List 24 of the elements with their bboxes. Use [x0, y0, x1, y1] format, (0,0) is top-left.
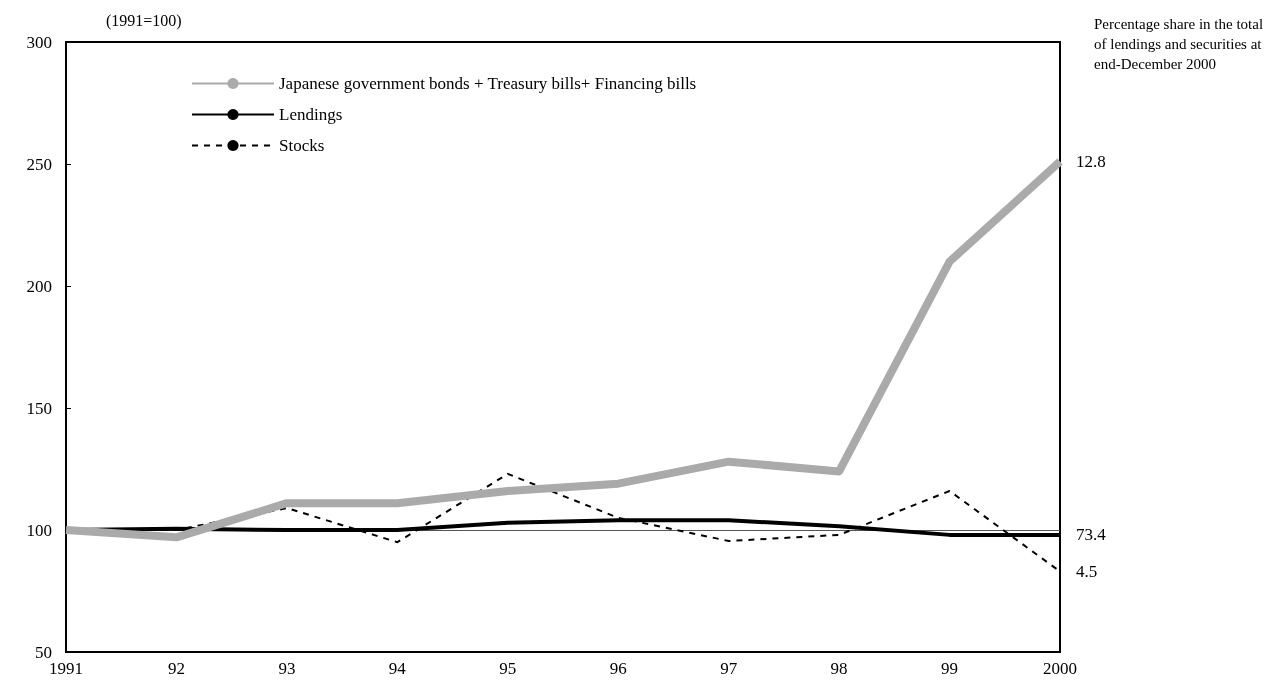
x-tick-label: 98 [830, 659, 848, 678]
annotation: 12.8 [1076, 152, 1106, 172]
legend-label: Japanese government bonds + Treasury bills+ Financing bills [279, 74, 697, 93]
text: Percentage share in the total of lendings and securities at end-December 2000 [1094, 16, 1267, 72]
y-tick-label: 200 [26, 276, 52, 296]
y-tick-label: 300 [26, 32, 52, 52]
x-tick-label: 96 [609, 659, 627, 678]
legend-label: Lendings [279, 105, 343, 124]
y-tick-label: 50 [35, 642, 52, 662]
x-tick-label: 2000 [1043, 659, 1077, 678]
y-tick-label: 150 [26, 398, 52, 418]
x-tick-label: 92 [167, 659, 185, 678]
x-tick-label: 99 [941, 659, 959, 678]
x-tick-label: 97 [720, 659, 738, 678]
annotation: 4.5 [1076, 561, 1098, 581]
legend-label: Stocks [279, 136, 325, 155]
y-tick-label: 100 [26, 520, 52, 540]
x-tick-label: 93 [278, 659, 296, 678]
x-tick-label: 95 [499, 659, 517, 678]
x-tick-label: 1991 [49, 659, 83, 678]
x-tick-label: 94 [388, 659, 407, 678]
y-axis-title: (1991=100) [106, 11, 182, 30]
annotation: 73.4 [1076, 525, 1107, 545]
y-tick-label: 250 [26, 154, 52, 174]
